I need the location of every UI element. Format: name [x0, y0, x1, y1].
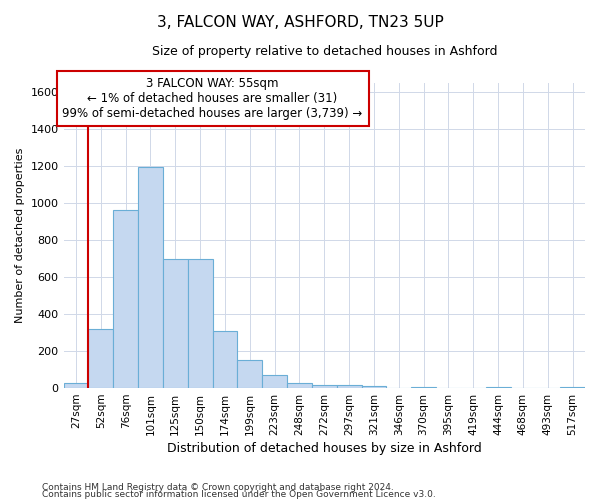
Bar — [411, 387, 436, 388]
Bar — [138, 167, 163, 388]
Bar — [113, 210, 138, 388]
Bar — [262, 376, 287, 388]
Bar — [485, 387, 511, 388]
Bar — [238, 360, 262, 388]
Title: Size of property relative to detached houses in Ashford: Size of property relative to detached ho… — [152, 45, 497, 58]
Bar — [362, 386, 386, 388]
Text: Contains HM Land Registry data © Crown copyright and database right 2024.: Contains HM Land Registry data © Crown c… — [42, 484, 394, 492]
Bar — [212, 330, 238, 388]
Bar — [312, 386, 337, 388]
Bar — [88, 329, 113, 388]
Text: 3, FALCON WAY, ASHFORD, TN23 5UP: 3, FALCON WAY, ASHFORD, TN23 5UP — [157, 15, 443, 30]
Bar — [163, 258, 188, 388]
Y-axis label: Number of detached properties: Number of detached properties — [15, 148, 25, 323]
Text: Contains public sector information licensed under the Open Government Licence v3: Contains public sector information licen… — [42, 490, 436, 499]
Bar — [64, 383, 88, 388]
Bar — [560, 387, 585, 388]
Bar — [287, 384, 312, 388]
X-axis label: Distribution of detached houses by size in Ashford: Distribution of detached houses by size … — [167, 442, 482, 455]
Text: 3 FALCON WAY: 55sqm
← 1% of detached houses are smaller (31)
99% of semi-detache: 3 FALCON WAY: 55sqm ← 1% of detached hou… — [62, 77, 362, 120]
Bar — [337, 386, 362, 388]
Bar — [188, 258, 212, 388]
